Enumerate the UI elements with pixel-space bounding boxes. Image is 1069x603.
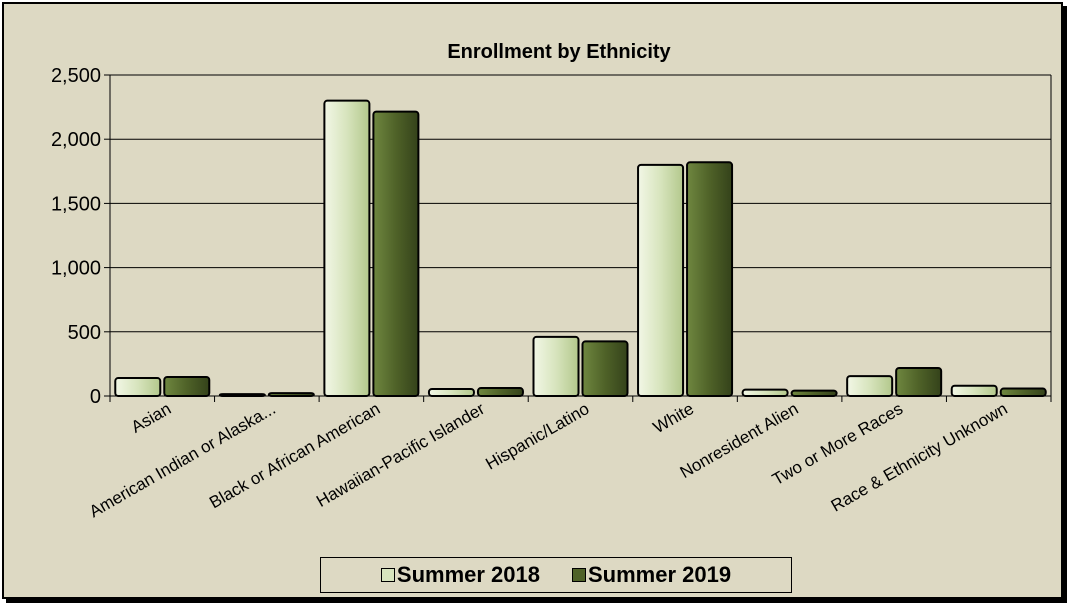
bar-summer-2019-hispanic-latino <box>581 340 629 397</box>
x-tick-label-race-ethnicity-unknown: Race & Ethnicity Unknown <box>828 399 1011 516</box>
bar-summer-2018-black-or-african-american <box>323 99 371 398</box>
bar-summer-2018-race-ethnicity-unknown <box>950 384 998 397</box>
legend-label-summer-2018: Summer 2018 <box>396 562 540 587</box>
legend-swatch-summer-2018 <box>380 568 395 582</box>
bar-summer-2019-two-or-more-races <box>895 367 943 397</box>
legend-item-summer-2018: Summer 2018 <box>380 562 540 588</box>
bar-summer-2018-nonresident-alien <box>741 388 789 397</box>
bar-summer-2018-hispanic-latino <box>532 335 580 398</box>
bar-summer-2019-hawaiian-pacific-islander <box>476 387 524 398</box>
bar-summer-2019-asian <box>163 375 211 397</box>
bar-summer-2018-asian <box>114 377 162 397</box>
legend-item-summer-2019: Summer 2019 <box>572 562 731 588</box>
bar-chart: Enrollment by Ethnicity 0 500 1,000 1,500 2,… <box>51 41 1052 521</box>
bar-summer-2019-nonresident-alien <box>790 389 838 398</box>
chart-title: Enrollment by Ethnicity <box>447 41 671 63</box>
bar-summer-2019-black-or-african-american <box>372 110 420 398</box>
x-tick-label-hispanic-latino: Hispanic/Latino <box>482 399 592 474</box>
x-tick-label-black-or-african-american: Black or African American <box>206 399 383 512</box>
bar-summer-2019-race-ethnicity-unknown <box>999 387 1047 397</box>
bar-summer-2018-two-or-more-races <box>846 375 894 397</box>
bar-summer-2018-hawaiian-pacific-islander <box>427 387 475 397</box>
legend: Summer 2018 Summer 2019 <box>320 557 792 593</box>
y-tick-label: 1,500 <box>51 193 101 215</box>
x-tick-label-american-indian-or-alaska: American Indian or Alaska... <box>86 399 279 521</box>
legend-label-summer-2019: Summer 2019 <box>588 562 732 587</box>
x-tick-label-white: White <box>650 399 697 437</box>
y-tick-label: 2,500 <box>51 65 101 87</box>
legend-swatch-summer-2019 <box>572 568 586 582</box>
bar-summer-2019-white <box>686 161 734 397</box>
y-tick-label: 1,000 <box>51 258 101 280</box>
x-tick-label-asian: Asian <box>128 399 174 437</box>
x-tick-label-hawaiian-pacific-islander: Hawaiian-Pacific Islander <box>313 399 488 511</box>
bar-summer-2018-white <box>637 163 685 397</box>
y-tick-label: 500 <box>68 322 101 344</box>
gridlines <box>104 74 1051 397</box>
axes <box>109 75 1052 402</box>
y-tick-label: 2,000 <box>51 129 101 151</box>
bars <box>114 99 1047 398</box>
y-tick-label: 0 <box>90 386 101 408</box>
y-tick-labels: 0 500 1,000 1,500 2,000 2,500 <box>51 65 101 408</box>
